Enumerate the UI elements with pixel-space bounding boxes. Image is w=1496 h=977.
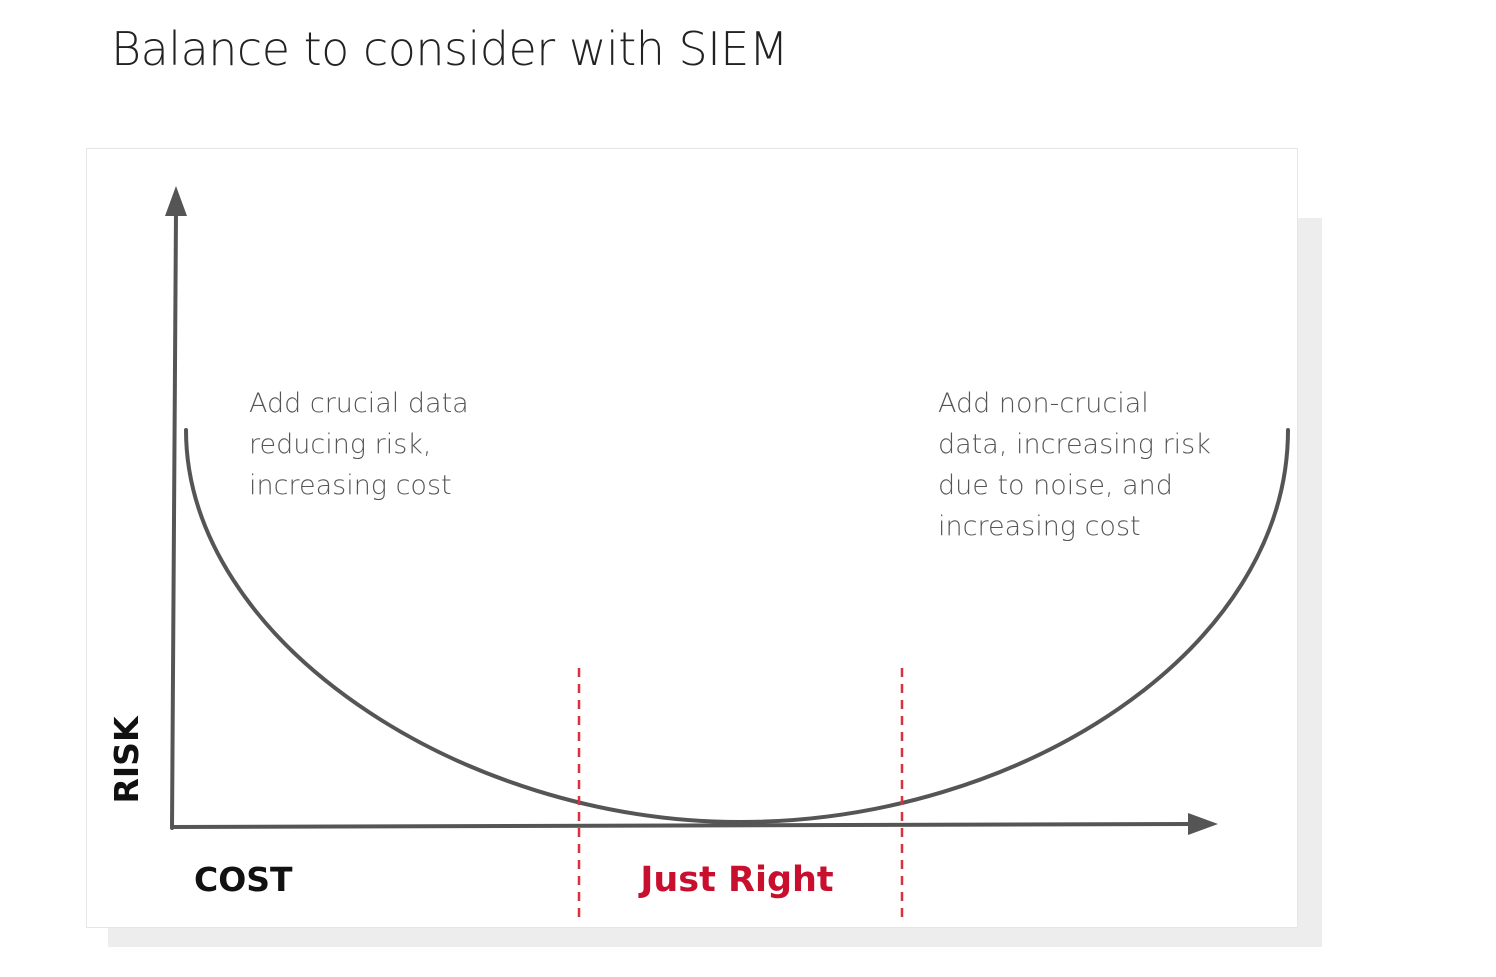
- annotation-non-crucial-data: Add non-crucial data, increasing risk du…: [938, 383, 1211, 547]
- x-axis-arrow: [1188, 813, 1218, 835]
- annotation-line: data, increasing risk: [938, 429, 1211, 460]
- annotation-line: reducing risk,: [249, 429, 432, 460]
- annotation-crucial-data: Add crucial data reducing risk, increasi…: [249, 383, 469, 506]
- y-axis-label: RISK: [107, 716, 146, 804]
- page-title: Balance to consider with SIEM: [111, 22, 789, 76]
- annotation-line: increasing cost: [938, 511, 1141, 542]
- y-axis-line: [170, 210, 178, 830]
- annotation-line: Add crucial data: [249, 388, 469, 419]
- y-axis-arrow: [165, 186, 187, 216]
- annotation-line: increasing cost: [249, 470, 452, 501]
- x-axis-line: [170, 822, 1194, 829]
- diagram-card: [86, 148, 1298, 928]
- annotation-line: due to noise, and: [938, 470, 1173, 501]
- x-axis-label: COST: [194, 860, 293, 899]
- just-right-label: Just Right: [640, 860, 834, 900]
- annotation-line: Add non-crucial: [938, 388, 1149, 419]
- risk-curve: [184, 428, 1290, 825]
